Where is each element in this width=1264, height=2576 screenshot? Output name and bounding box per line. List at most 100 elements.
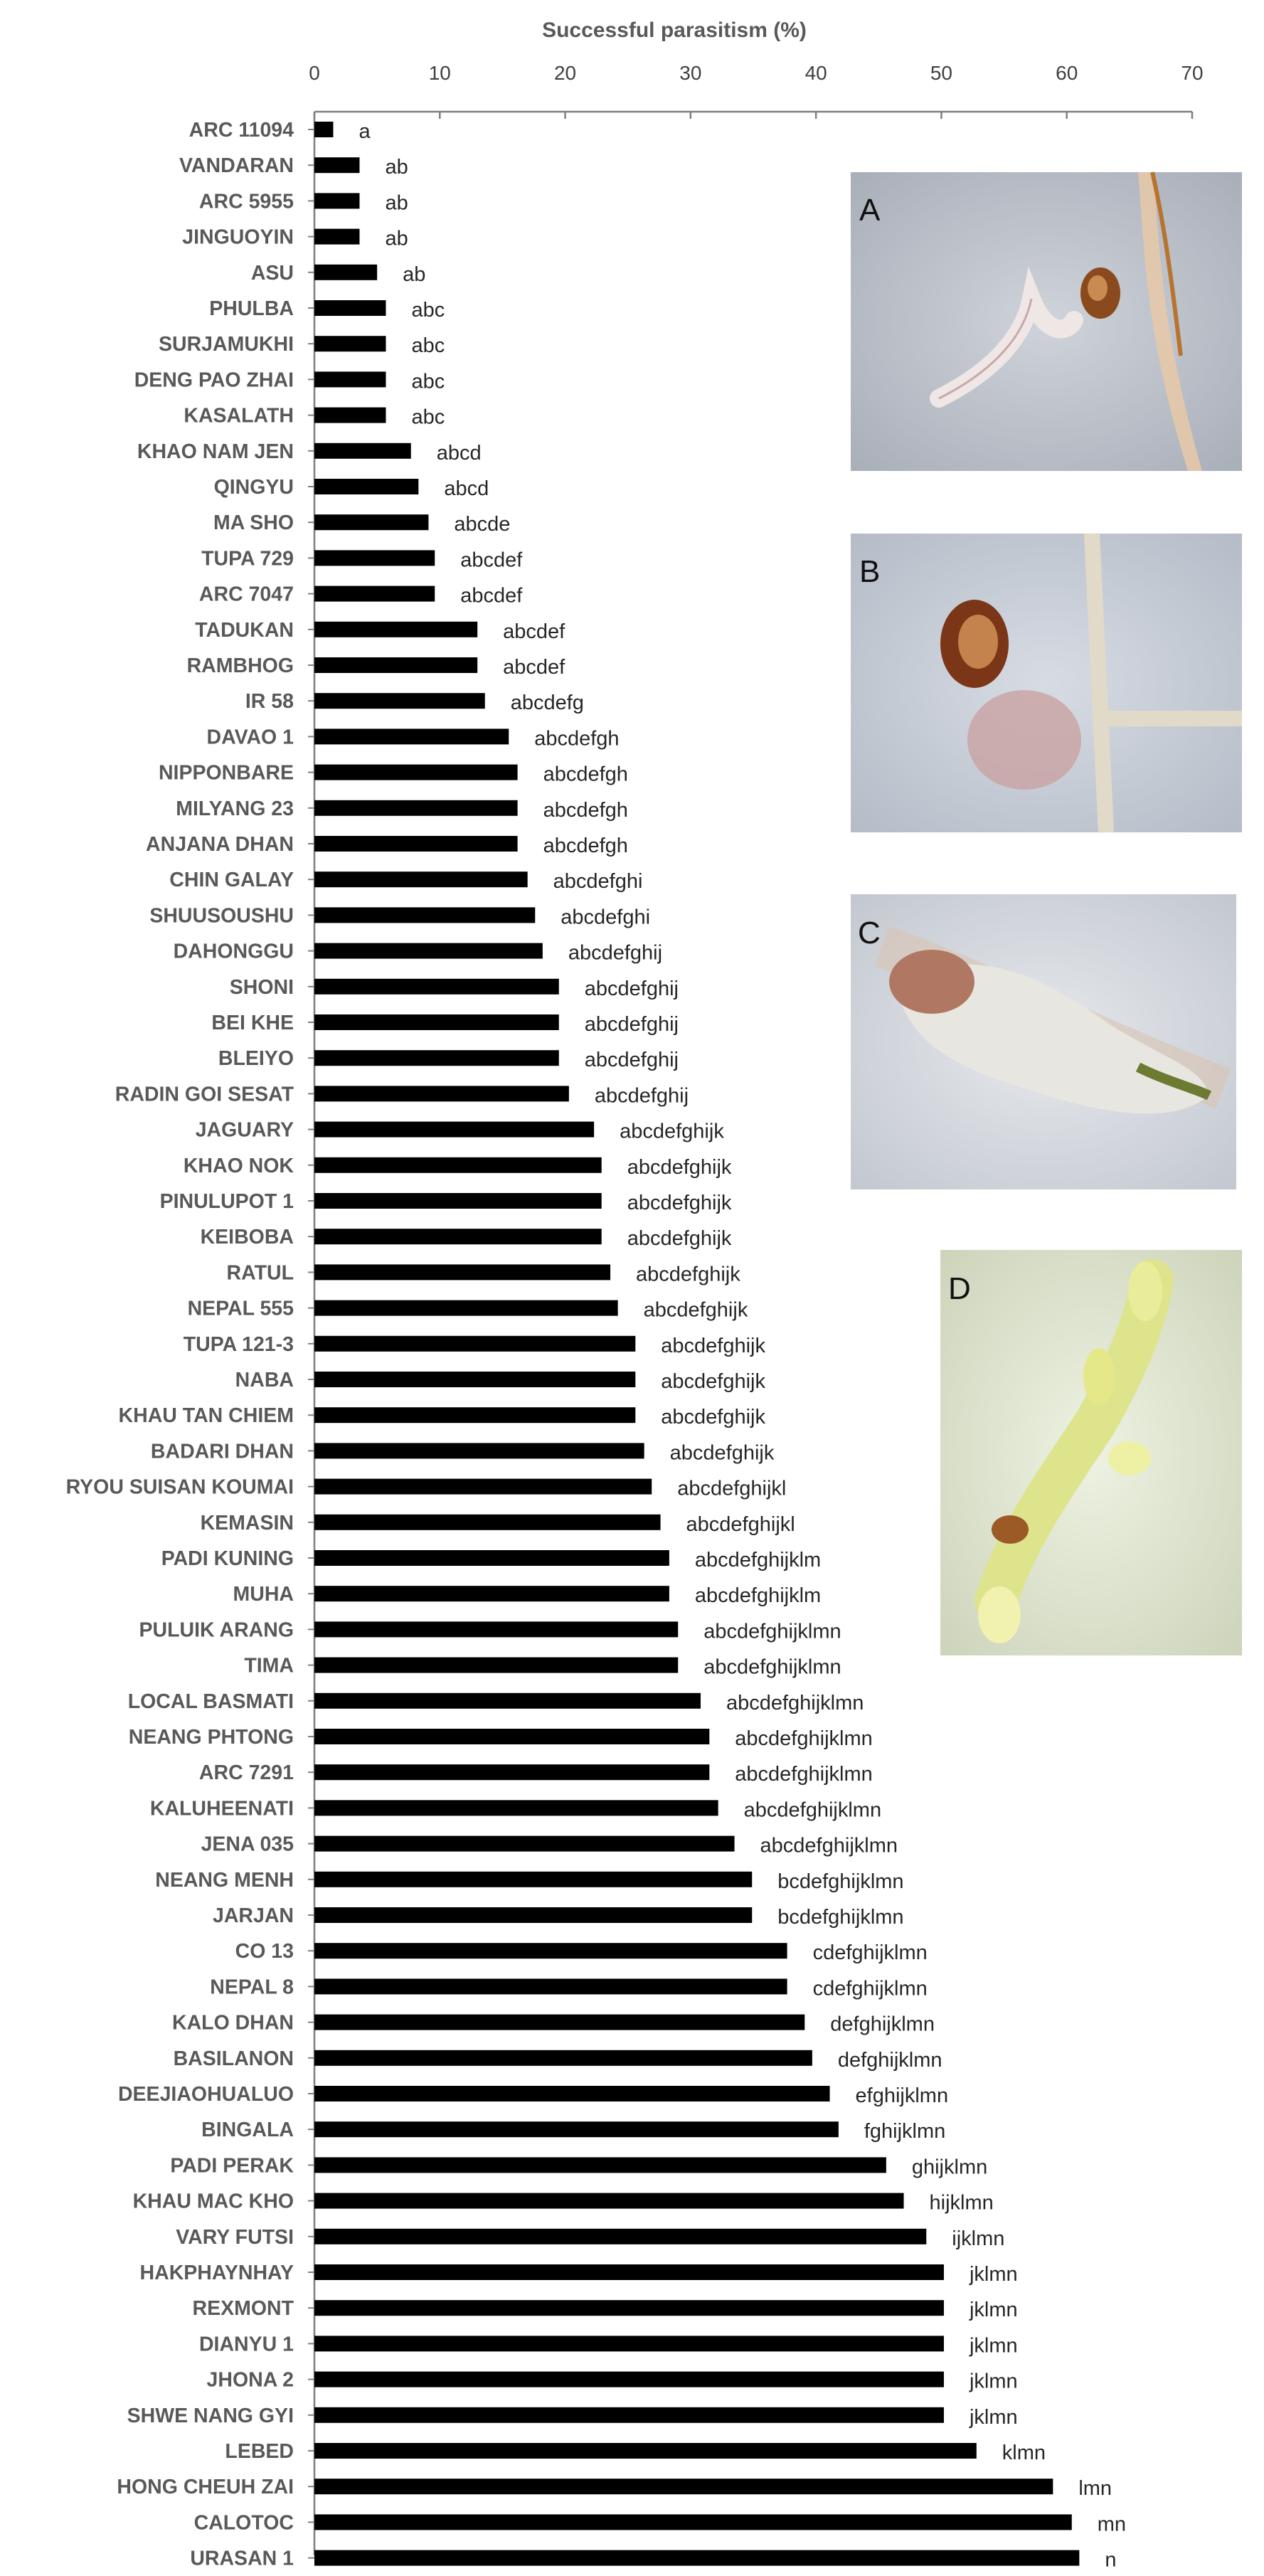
category-label: MA SHO: [213, 512, 294, 534]
category-label: VANDARAN: [179, 154, 294, 177]
category-label: KALUHEENATI: [150, 1797, 294, 1820]
bar: [314, 1550, 669, 1566]
significance-letters: bcdefghijklmn: [777, 1906, 903, 1929]
significance-letters: abc: [411, 406, 445, 429]
x-tick-label: 30: [679, 62, 701, 84]
significance-letters: abcde: [454, 513, 510, 536]
significance-letters: abcdefghijk: [644, 1299, 748, 1322]
significance-letters: abcdefghijklmn: [735, 1727, 872, 1750]
category-label: BLEIYO: [218, 1047, 294, 1070]
category-label: RADIN GOI SESAT: [115, 1083, 294, 1106]
significance-letters: ghijklmn: [912, 2156, 987, 2178]
significance-letters: hijklmn: [930, 2192, 994, 2215]
significance-letters: abcdefghijklm: [695, 1549, 821, 1571]
significance-letters: abcdefghij: [595, 1084, 689, 1107]
bar: [314, 1300, 618, 1316]
significance-letters: defghijklmn: [838, 2049, 942, 2072]
bar: [314, 1193, 602, 1209]
bar: [314, 1335, 636, 1352]
category-label: TUPA 729: [201, 547, 294, 570]
bar: [314, 122, 334, 137]
bar: [314, 1657, 679, 1673]
category-label: CALOTOC: [194, 2511, 294, 2534]
bar: [314, 1050, 559, 1066]
significance-letters: fghijklmn: [864, 2120, 945, 2143]
category-label: HAKPHAYNHAY: [140, 2262, 294, 2284]
category-label: ASU: [251, 262, 294, 285]
category-label: KHAU TAN CHIEM: [119, 1404, 294, 1427]
category-label: KHAU MAC KHO: [133, 2190, 294, 2213]
x-axis-title: Successful parasitism (%): [542, 18, 807, 42]
bar: [314, 871, 528, 888]
bar: [314, 2300, 944, 2316]
category-label: KASALATH: [184, 405, 294, 428]
significance-letters: abcdefgh: [534, 727, 619, 750]
category-label: BASILANON: [174, 2047, 294, 2070]
bar: [314, 407, 386, 423]
bar: [314, 2014, 805, 2030]
category-label: JAGUARY: [196, 1119, 294, 1142]
bar: [314, 2443, 977, 2459]
bar: [314, 1907, 753, 1923]
category-label: VARY FUTSI: [176, 2226, 294, 2249]
bar: [314, 264, 378, 280]
significance-letters: abcdef: [460, 585, 523, 608]
significance-letters: abcdef: [460, 548, 523, 571]
significance-letters: abcdefgh: [543, 763, 628, 786]
category-label: TIMA: [244, 1655, 294, 1677]
significance-letters: abcdefghijkl: [686, 1513, 795, 1536]
bar: [314, 2371, 944, 2387]
bar: [314, 1943, 787, 1959]
bar: [314, 2407, 944, 2423]
bar: [314, 1586, 669, 1602]
category-label: BEI KHE: [211, 1012, 294, 1034]
bar: [314, 1407, 636, 1424]
photo-panel-c: C: [851, 894, 1236, 1189]
bar: [314, 1692, 701, 1709]
bar: [314, 1800, 718, 1816]
bar: [314, 336, 386, 352]
bar: [314, 1264, 611, 1281]
bar: [314, 1478, 652, 1495]
category-label: LOCAL BASMATI: [128, 1690, 294, 1713]
category-label: CHIN GALAY: [169, 869, 294, 891]
bar: [314, 514, 429, 531]
x-tick-label: 60: [1056, 62, 1078, 84]
significance-letters: cdefghijklmn: [813, 1941, 928, 1964]
category-label: PHULBA: [209, 297, 294, 320]
category-label: NEPAL 555: [188, 1298, 294, 1320]
category-label: KEIBOBA: [201, 1226, 294, 1249]
bar: [314, 1835, 735, 1852]
significance-letters: abcdefghijklmn: [744, 1798, 881, 1821]
significance-letters: abcdefghijk: [661, 1335, 765, 1357]
significance-letters: abc: [411, 299, 445, 322]
category-label: RAMBHOG: [187, 654, 294, 677]
significance-letters: abcdefghijk: [627, 1192, 732, 1214]
category-label: MILYANG 23: [176, 797, 294, 820]
significance-letters: abcdefghij: [568, 942, 662, 965]
bar: [314, 157, 360, 174]
bar: [314, 2121, 839, 2138]
significance-letters: abcdefg: [511, 691, 584, 714]
significance-letters: abc: [411, 370, 445, 393]
category-label: IR 58: [245, 690, 294, 713]
bar: [314, 657, 478, 673]
category-label: ARC 5955: [199, 190, 294, 213]
bar: [314, 300, 386, 316]
bar: [314, 193, 360, 209]
bar: [314, 371, 386, 388]
significance-letters: abcdefghijkl: [677, 1478, 786, 1500]
category-label: LEBED: [225, 2440, 294, 2463]
category-label: ARC 7047: [199, 583, 294, 606]
panel-label-c: C: [858, 916, 881, 950]
bar: [314, 2228, 927, 2244]
significance-letters: ab: [385, 156, 408, 179]
significance-letters: abcdefghijk: [661, 1406, 765, 1429]
category-label: NEPAL 8: [210, 1976, 294, 1998]
x-tick-label: 70: [1181, 62, 1203, 84]
category-label: URASAN 1: [190, 2548, 294, 2570]
bar: [314, 1229, 602, 1245]
significance-letters: abcdefghijk: [670, 1441, 775, 1464]
category-label: DENG PAO ZHAI: [134, 369, 294, 391]
